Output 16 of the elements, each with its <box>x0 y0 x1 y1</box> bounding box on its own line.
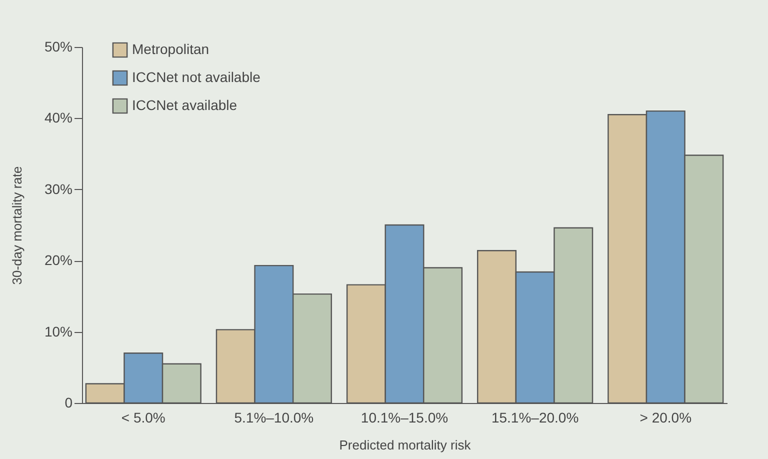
x-tick-label: 10.1%–15.0% <box>360 410 448 426</box>
legend-label: ICCNet available <box>132 97 238 113</box>
x-tick-label: > 20.0% <box>640 410 692 426</box>
y-tick-label: 30% <box>44 180 72 197</box>
legend-label: ICCNet not available <box>132 69 261 85</box>
y-tick-label: 20% <box>44 252 72 268</box>
x-axis-title: Predicted mortality risk <box>339 438 472 452</box>
x-tick-label: 5.1%–10.0% <box>234 410 314 426</box>
y-tick-label: 50% <box>44 38 72 54</box>
legend-label: Metropolitan <box>132 41 210 57</box>
y-tick-label: 40% <box>44 110 72 126</box>
x-tick-label: < 5.0% <box>121 410 166 426</box>
y-axis-title: 30-day mortality rate <box>9 166 24 285</box>
y-tick-label: 10% <box>44 323 72 340</box>
y-tick-label: 0 <box>64 394 73 410</box>
x-tick-label: 15.1%–20.0% <box>491 410 579 426</box>
